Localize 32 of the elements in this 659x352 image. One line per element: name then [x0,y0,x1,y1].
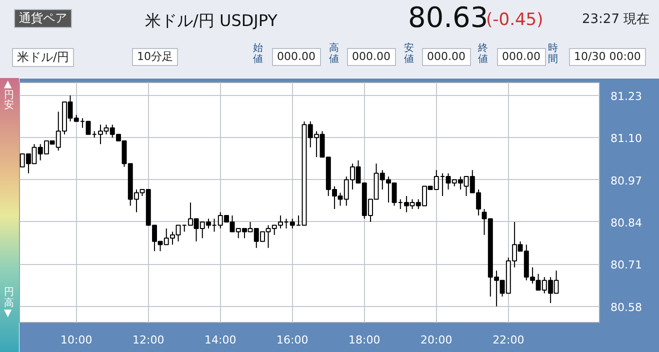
text: 10分足 [132,48,178,66]
text: 23:27 現在 [582,12,650,27]
text: 時間 [548,43,558,65]
x-tick-label: 14:00 [204,334,236,346]
text: 円高▼ [4,287,14,320]
chart-title: 米ドル/円 USDJPY [145,10,278,32]
x-tick-label: 12:00 [132,334,164,346]
text: 000.00 [497,48,546,66]
text: 000.00 [422,48,470,66]
x-tick-label: 18:00 [348,334,380,346]
y-tick-label: 80.84 [610,216,642,230]
y-tick-label: 81.10 [610,132,642,146]
text: 10/30 00:00 [569,48,646,66]
text: 始値 [253,43,263,65]
x-tick-label: 16:00 [276,334,308,346]
text: 80.63 [408,1,488,34]
x-tick-label: 22:00 [492,334,524,346]
text: 米ドル/円 [12,48,74,67]
text: (-0.45) [486,10,544,30]
x-tick-label: 20:00 [420,334,452,346]
text: 高値 [329,43,339,65]
text: 000.00 [272,48,320,66]
text: 終値 [478,43,488,65]
y-tick-label: 81.23 [610,90,642,103]
y-tick-label: 80.97 [610,174,642,188]
text: 安値 [404,43,414,65]
text: ▲円安 [4,79,14,112]
y-tick-label: 80.58 [610,300,642,314]
y-tick-label: 80.71 [610,258,642,272]
text: 通貨ペア [14,9,72,28]
text: 000.00 [347,48,396,66]
x-tick-label: 10:00 [60,334,92,346]
